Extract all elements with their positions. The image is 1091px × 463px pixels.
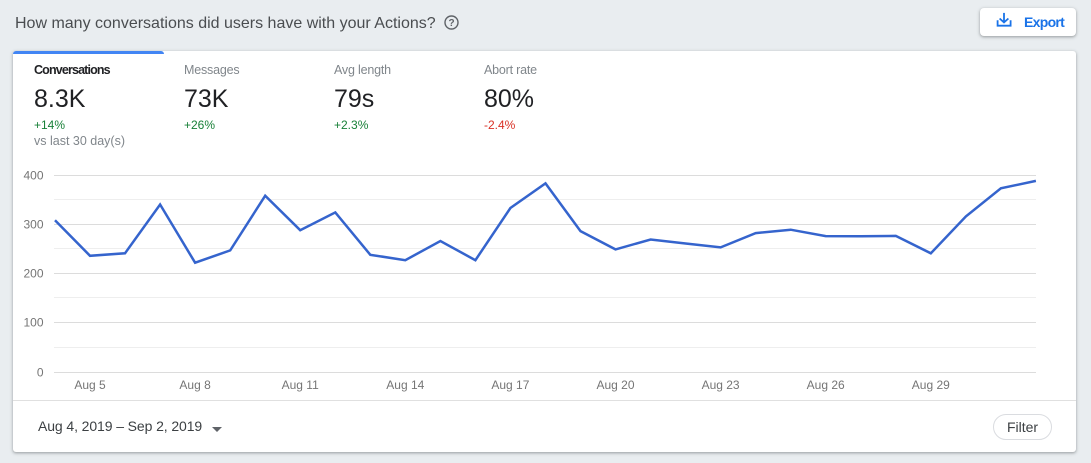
svg-text:100: 100 [23,316,43,330]
svg-text:?: ? [448,18,454,29]
svg-text:Aug 5: Aug 5 [74,378,106,392]
svg-text:Aug 26: Aug 26 [807,378,845,392]
svg-text:Aug 17: Aug 17 [491,378,529,392]
svg-text:Aug 11: Aug 11 [282,378,319,392]
svg-text:200: 200 [23,267,43,281]
svg-text:0: 0 [37,366,44,380]
svg-text:Aug 14: Aug 14 [386,378,424,392]
svg-text:300: 300 [23,218,43,232]
svg-text:Aug 23: Aug 23 [702,378,740,392]
svg-text:Aug 29: Aug 29 [912,378,950,392]
svg-text:Aug 8: Aug 8 [179,378,211,392]
svg-text:400: 400 [23,169,43,183]
svg-text:Aug 20: Aug 20 [596,378,634,392]
